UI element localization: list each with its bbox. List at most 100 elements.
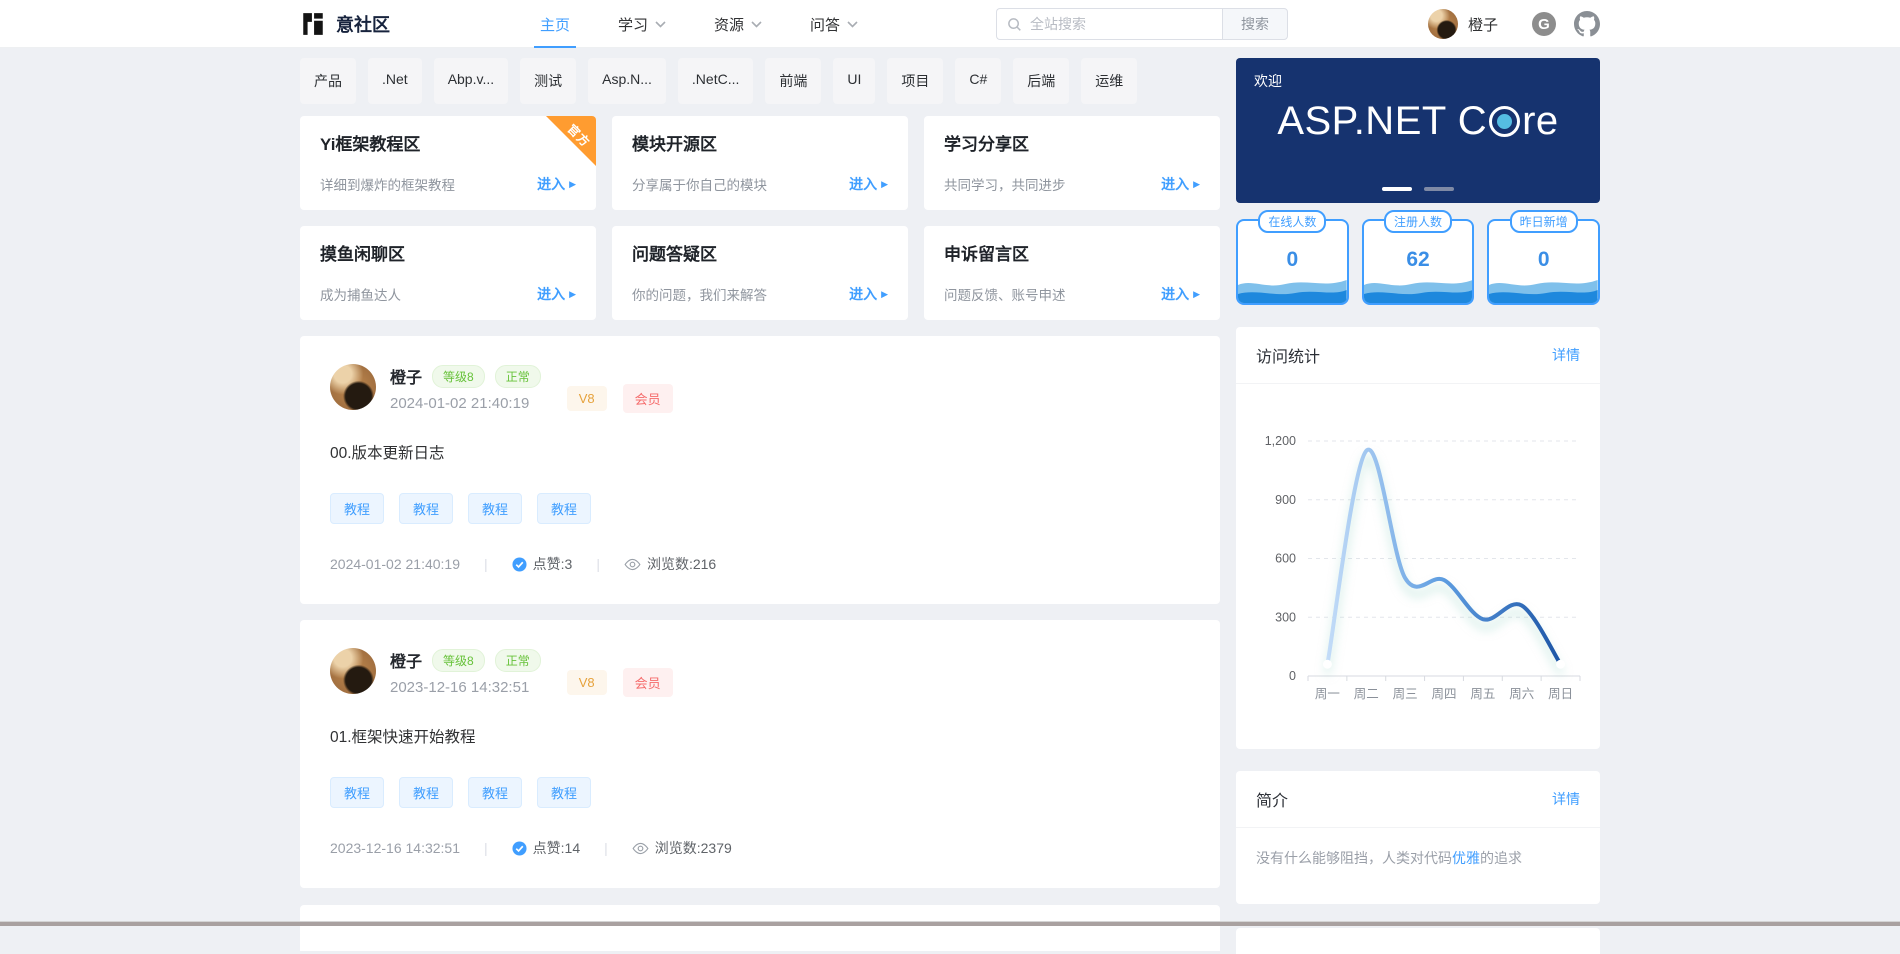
svg-text:300: 300 (1275, 610, 1296, 624)
svg-text:周日: 周日 (1548, 687, 1573, 701)
visit-line-chart: 0 300 600 900 1,200 周一 周二 周三 周四 周五 周六 周日 (1265, 434, 1581, 701)
play-arrow-icon: ▶ (1193, 288, 1200, 299)
tag-filter-row: 产品 .Net Abp.v... 测试 Asp.N... .NetC... 前端… (300, 58, 1220, 104)
tag-filter[interactable]: Abp.v... (433, 58, 509, 104)
vip-badge: V8 (566, 386, 607, 411)
stat-card-online: 在线人数 0 (1236, 210, 1349, 305)
zone-desc: 分享属于你自己的模块 (632, 178, 767, 193)
svg-text:周四: 周四 (1431, 687, 1456, 701)
next-post-card-partial (300, 905, 1220, 951)
zone-title: 摸鱼闲聊区 (320, 245, 405, 264)
zone-card-question-answer[interactable]: 问题答疑区 你的问题，我们来解答 进入 ▶ (612, 226, 908, 320)
post-tag[interactable]: 教程 (399, 777, 454, 808)
window-bottom-edge (0, 921, 1900, 926)
post-datetime: 2023-12-16 14:32:51 (390, 679, 530, 696)
tag-filter[interactable]: 项目 (887, 58, 944, 104)
menu-item-label: 主页 (540, 16, 571, 34)
menu-item-label: 资源 (714, 16, 745, 34)
post-card[interactable]: 橙子 等级8 正常 2023-12-16 14:32:51 V8 会员 01.框… (300, 620, 1220, 888)
like-check-icon (512, 840, 527, 856)
status-badge: 正常 (494, 364, 541, 388)
eye-icon (624, 558, 641, 571)
tag-filter[interactable]: .Net (368, 58, 422, 104)
vip-badge: V8 (566, 670, 607, 695)
panel-title: 访问统计 (1256, 349, 1321, 366)
eye-icon (632, 842, 649, 855)
intro-highlight-link[interactable]: 优雅 (1452, 850, 1480, 866)
stat-value: 62 (1406, 248, 1430, 271)
chevron-down-icon (655, 20, 666, 28)
zone-card-casual-chat[interactable]: 摸鱼闲聊区 成为捕鱼达人 进入 ▶ (300, 226, 596, 320)
menu-item-qa[interactable]: 问答 (810, 0, 858, 48)
intro-details-link[interactable]: 详情 (1552, 791, 1580, 807)
site-search: 搜索 (995, 8, 1288, 40)
gitee-icon[interactable]: G (1532, 12, 1556, 36)
zone-card-module-opensource[interactable]: 模块开源区 分享属于你自己的模块 进入 ▶ (612, 116, 908, 210)
zone-card-framework-tutorial[interactable]: Yi框架教程区 详细到爆炸的框架教程 进入 ▶ 官方 (300, 116, 596, 210)
stats-row: 在线人数 0 注册人数 62 昨日新增 0 (1236, 210, 1600, 305)
zone-card-learning-share[interactable]: 学习分享区 共同学习，共同进步 进入 ▶ (924, 116, 1220, 210)
post-author-name[interactable]: 橙子 (390, 654, 423, 671)
post-tag[interactable]: 教程 (399, 493, 454, 524)
tag-filter[interactable]: .NetC... (677, 58, 754, 104)
post-card[interactable]: 橙子 等级8 正常 2024-01-02 21:40:19 V8 会员 00.版… (300, 336, 1220, 604)
zone-enter-button[interactable]: 进入 ▶ (537, 286, 576, 302)
post-datetime: 2024-01-02 21:40:19 (390, 395, 530, 412)
search-button[interactable]: 搜索 (1221, 8, 1288, 40)
panel-title: 简介 (1256, 793, 1289, 810)
zone-enter-button[interactable]: 进入 ▶ (1161, 286, 1200, 302)
tag-filter[interactable]: 后端 (1013, 58, 1070, 104)
post-author-name[interactable]: 橙子 (390, 370, 423, 387)
user-menu[interactable]: 橙子 (1427, 9, 1498, 39)
main-menu: 主页 学习 资源 问答 (533, 0, 858, 48)
menu-item-learn[interactable]: 学习 (618, 0, 666, 48)
post-tag[interactable]: 教程 (468, 777, 523, 808)
post-tag[interactable]: 教程 (468, 493, 523, 524)
post-title[interactable]: 00.版本更新日志 (330, 445, 445, 462)
top-navbar: 意社区 主页 学习 资源 问答 (0, 0, 1900, 48)
post-tags: 教程 教程 教程 教程 (330, 777, 1190, 808)
brand[interactable]: 意社区 (300, 11, 390, 37)
svg-text:周五: 周五 (1470, 687, 1495, 701)
like-count: 点赞:14 (512, 838, 580, 858)
carousel-dot[interactable] (1424, 187, 1454, 191)
tag-filter[interactable]: C# (955, 58, 1002, 104)
zone-desc: 详细到爆炸的框架教程 (320, 178, 455, 193)
tag-filter[interactable]: UI (833, 58, 876, 104)
divider: | (604, 840, 608, 856)
stat-label: 在线人数 (1258, 210, 1327, 233)
play-arrow-icon: ▶ (881, 178, 888, 189)
zone-desc: 共同学习，共同进步 (944, 178, 1066, 193)
zone-enter-button[interactable]: 进入 ▶ (1161, 176, 1200, 192)
github-icon[interactable] (1574, 11, 1600, 37)
post-title[interactable]: 01.框架快速开始教程 (330, 729, 476, 746)
zone-desc: 你的问题，我们来解答 (632, 288, 767, 303)
menu-item-home[interactable]: 主页 (533, 0, 577, 48)
zone-enter-button[interactable]: 进入 ▶ (849, 286, 888, 302)
post-tag[interactable]: 教程 (537, 777, 592, 808)
zone-card-appeal-message[interactable]: 申诉留言区 问题反馈、账号申述 进入 ▶ (924, 226, 1220, 320)
tag-filter[interactable]: 测试 (520, 58, 577, 104)
visit-details-link[interactable]: 详情 (1552, 347, 1580, 363)
menu-item-resources[interactable]: 资源 (714, 0, 762, 48)
user-avatar[interactable] (1427, 9, 1458, 39)
post-header: 橙子 等级8 正常 2023-12-16 14:32:51 V8 会员 (330, 648, 1190, 697)
tag-filter[interactable]: Asp.N... (588, 58, 666, 104)
tag-filter[interactable]: 产品 (300, 58, 356, 104)
post-tag[interactable]: 教程 (330, 493, 385, 524)
post-tag[interactable]: 教程 (537, 493, 592, 524)
tag-filter[interactable]: 运维 (1081, 58, 1138, 104)
post-author-avatar[interactable] (330, 648, 376, 694)
carousel-dot-active[interactable] (1382, 187, 1412, 191)
search-input[interactable] (1029, 16, 1212, 32)
member-badge: 会员 (622, 384, 673, 413)
zone-enter-button[interactable]: 进入 ▶ (849, 176, 888, 192)
zone-enter-button[interactable]: 进入 ▶ (537, 176, 576, 192)
tag-filter[interactable]: 前端 (765, 58, 822, 104)
post-author-avatar[interactable] (330, 364, 376, 410)
post-tag[interactable]: 教程 (330, 777, 385, 808)
post-tags: 教程 教程 教程 教程 (330, 493, 1190, 524)
